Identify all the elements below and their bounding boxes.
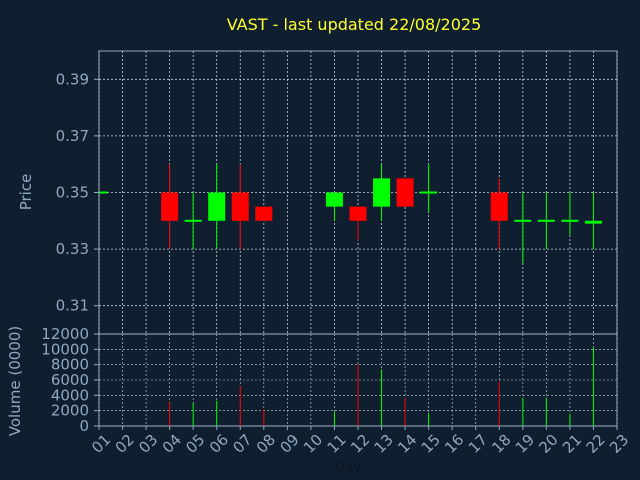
x-tick-label: 16 xyxy=(441,431,467,457)
price-tick-label: 0.31 xyxy=(56,297,89,315)
x-tick-label: 06 xyxy=(206,431,232,457)
volume-tick-label: 4000 xyxy=(51,386,89,404)
x-tick-label: 12 xyxy=(347,431,373,457)
x-axis-label: Day xyxy=(334,460,362,476)
volume-tick-label: 2000 xyxy=(51,402,89,420)
x-tick-label: 08 xyxy=(253,431,279,457)
x-tick-label: 18 xyxy=(488,431,514,457)
candle-body xyxy=(396,178,414,207)
price-tick-label: 0.37 xyxy=(56,127,89,145)
x-axis: 0102030405060708091011121314151617181920… xyxy=(88,426,632,457)
x-tick-label: 13 xyxy=(371,431,397,457)
candle-body xyxy=(325,192,343,207)
x-tick-label: 20 xyxy=(535,431,561,457)
x-tick-label: 14 xyxy=(394,431,420,457)
candle-body xyxy=(490,192,508,221)
x-tick-label: 03 xyxy=(135,431,161,457)
candle-body xyxy=(349,206,367,221)
volume-axis-label: Volume (0000) xyxy=(6,326,24,436)
x-tick-label: 04 xyxy=(159,431,185,457)
price-tick-label: 0.39 xyxy=(56,70,89,88)
volume-tick-label: 12000 xyxy=(41,325,89,343)
x-tick-label: 23 xyxy=(606,431,632,457)
price-axis-label: Price xyxy=(17,174,35,211)
x-tick-label: 01 xyxy=(88,431,114,457)
candle-body xyxy=(161,192,179,221)
x-tick-label: 07 xyxy=(229,431,255,457)
x-tick-label: 17 xyxy=(465,431,491,457)
candle-body xyxy=(231,192,249,221)
x-tick-label: 22 xyxy=(583,431,609,457)
candle-body xyxy=(99,191,108,194)
chart-title: VAST - last updated 22/08/2025 xyxy=(227,15,482,34)
volume-tick-label: 0 xyxy=(79,417,89,435)
candle-body xyxy=(514,219,532,222)
price-panel: 0.31 0.33 0.35 0.37 0.39 xyxy=(56,50,618,335)
x-tick-label: 02 xyxy=(112,431,138,457)
x-tick-label: 21 xyxy=(559,431,585,457)
candle-body xyxy=(537,219,555,222)
x-tick-label: 15 xyxy=(418,431,444,457)
candle-body xyxy=(561,219,579,222)
x-tick-label: 05 xyxy=(182,431,208,457)
volume-tick-label: 10000 xyxy=(41,340,89,358)
x-tick-label: 19 xyxy=(512,431,538,457)
candle-body xyxy=(208,192,226,221)
volume-tick-label: 6000 xyxy=(51,371,89,389)
candle-body xyxy=(420,191,438,194)
candle-body xyxy=(373,178,391,207)
price-tick-label: 0.33 xyxy=(56,240,89,258)
candle-body xyxy=(584,220,602,224)
x-tick-label: 09 xyxy=(276,431,302,457)
candle-body xyxy=(184,219,202,222)
x-tick-label: 11 xyxy=(324,431,350,457)
candle-body xyxy=(255,206,273,221)
x-tick-label: 10 xyxy=(300,431,326,457)
volume-tick-label: 8000 xyxy=(51,356,89,374)
price-tick-label: 0.35 xyxy=(56,184,89,202)
